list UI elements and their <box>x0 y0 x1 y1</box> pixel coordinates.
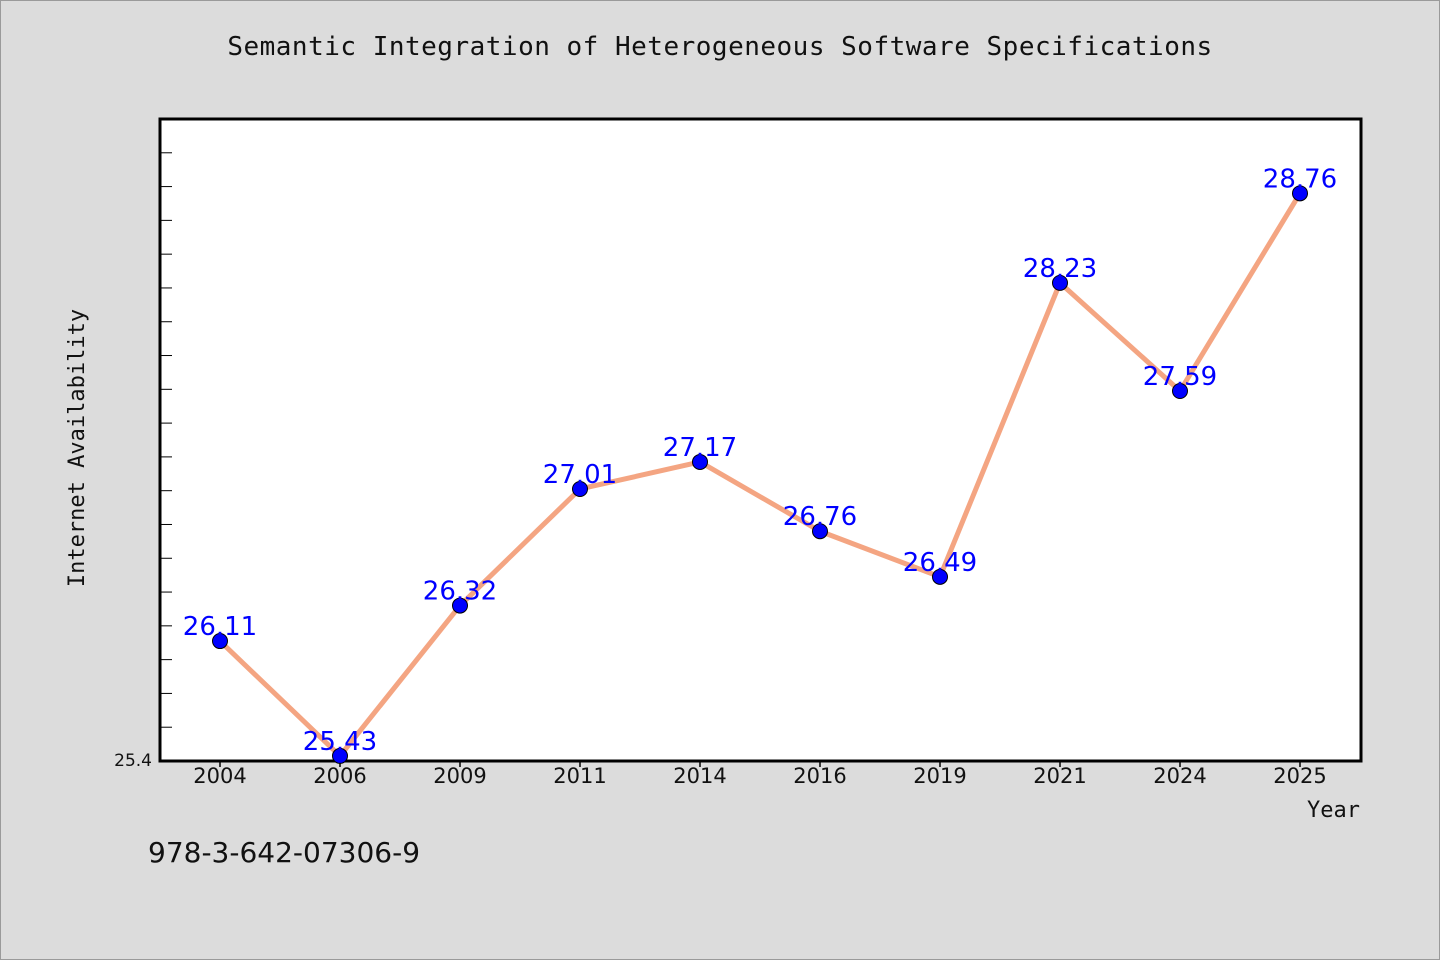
y-axis-label: Internet Availability <box>65 309 90 587</box>
series-line-segment <box>817 528 943 580</box>
series-line-segment <box>337 603 463 759</box>
data-point <box>932 568 948 585</box>
series-line-segment <box>1177 190 1303 394</box>
series-line-segment <box>217 638 343 759</box>
plot-area <box>158 117 1363 763</box>
data-point <box>332 747 348 764</box>
data-point <box>1052 274 1068 291</box>
data-labels: 26.11 25.43 26.32 27.01 27.17 26.76 26.49 28.23… <box>183 164 1337 757</box>
data-point <box>572 480 588 497</box>
data-point <box>212 633 228 650</box>
data-label: 27.59 <box>1143 362 1217 392</box>
x-axis-ticks: 2004 2006 2009 2011 2014 2016 2019 2021 2024 2025 <box>193 761 1327 788</box>
data-label: 26.11 <box>183 612 257 642</box>
x-tick-label: 2021 <box>1033 764 1086 788</box>
series-line-segment <box>457 486 583 609</box>
data-label: 28.76 <box>1263 164 1337 194</box>
data-point <box>452 597 468 614</box>
series-points <box>212 185 1308 764</box>
data-label: 28.23 <box>1023 254 1097 284</box>
data-label: 26.49 <box>903 548 977 578</box>
x-tick-label: 2025 <box>1273 764 1326 788</box>
data-label: 27.17 <box>663 433 737 463</box>
data-point <box>692 453 708 470</box>
y-tick-label-min: 25.4 <box>114 751 152 771</box>
isbn-text: 978-3-642-07306-9 <box>148 836 421 869</box>
x-tick-label: 2024 <box>1153 764 1206 788</box>
x-tick-label: 2014 <box>673 764 726 788</box>
series-line-segment <box>1057 280 1183 394</box>
series-line-segment <box>697 459 823 534</box>
data-point <box>1292 185 1308 202</box>
y-minor-ticks <box>160 152 172 728</box>
chart-title: Semantic Integration of Heterogeneous So… <box>227 32 1213 62</box>
data-label: 25.43 <box>303 727 377 757</box>
data-label: 26.32 <box>423 577 497 607</box>
data-point <box>812 523 828 540</box>
x-tick-label: 2009 <box>433 764 486 788</box>
series-line-segment <box>937 280 1063 580</box>
data-label: 27.01 <box>543 460 617 490</box>
series-lines <box>217 190 1303 759</box>
series-line-segment <box>577 459 703 492</box>
x-tick-label: 2011 <box>553 764 606 788</box>
x-tick-label: 2019 <box>913 764 966 788</box>
x-tick-label: 2006 <box>313 764 366 788</box>
x-tick-label: 2016 <box>793 764 846 788</box>
x-axis-label: Year <box>1307 798 1360 823</box>
data-point <box>1172 383 1188 400</box>
data-label: 26.76 <box>783 502 857 532</box>
x-tick-label: 2004 <box>193 764 246 788</box>
